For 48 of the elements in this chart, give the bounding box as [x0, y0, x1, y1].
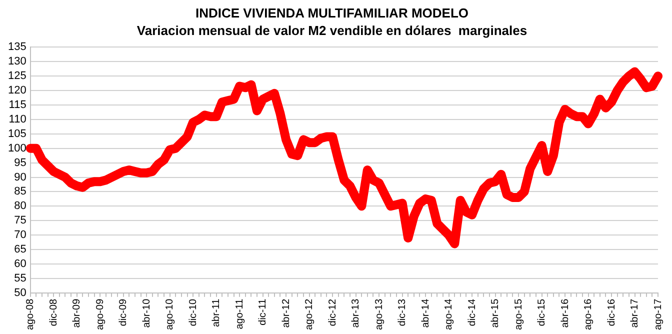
- x-tick-label: dic-16: [606, 298, 618, 326]
- x-tick-label: dic-12: [327, 298, 338, 326]
- chart-title: INDICE VIVIENDA MULTIFAMILIAR MODELO: [196, 5, 468, 20]
- y-tick-label: 65: [14, 244, 26, 256]
- x-tick-label: ago-10: [164, 298, 176, 330]
- y-tick-label: 135: [8, 41, 26, 54]
- x-tick-label: dic-10: [188, 298, 199, 326]
- y-tick-label: 95: [14, 156, 26, 169]
- x-tick-label: ago-09: [94, 298, 106, 330]
- y-tick-label: 55: [14, 272, 26, 284]
- x-tick-label: ago-13: [374, 298, 385, 330]
- chart-subtitle: Variacion mensual de valor M2 vendible en dólares marginales: [136, 22, 528, 38]
- y-tick-label: 85: [14, 186, 26, 198]
- y-tick-label: 130: [8, 56, 26, 68]
- x-tick-label: abr-14: [420, 298, 432, 328]
- y-tick-label: 50: [14, 286, 26, 299]
- y-tick-label: 75: [14, 214, 26, 227]
- x-tick-label: abr-12: [280, 298, 292, 328]
- x-tick-label: ago-17: [652, 298, 664, 330]
- x-tick-label: ago-08: [25, 298, 36, 330]
- y-tick-label: 70: [14, 229, 26, 242]
- x-tick-label: dic-11: [258, 298, 269, 326]
- x-tick-label: abr-15: [490, 298, 502, 328]
- x-tick-label: abr-16: [560, 298, 571, 328]
- x-tick-label: ago-14: [444, 298, 455, 330]
- y-tick-label: 125: [8, 70, 26, 82]
- x-tick-label: ago-16: [583, 298, 594, 330]
- y-tick-label: 115: [8, 99, 26, 112]
- x-tick-label: abr-13: [350, 298, 362, 328]
- x-tick-label: abr-10: [141, 298, 152, 328]
- x-tick-label: ago-12: [304, 298, 316, 330]
- y-tick-label: 60: [14, 258, 26, 270]
- x-tick-label: dic-08: [48, 298, 60, 326]
- x-tick-label: dic-13: [397, 298, 408, 326]
- x-tick-label: abr-17: [630, 298, 641, 328]
- y-tick-label: 105: [8, 128, 26, 140]
- y-tick-label: 110: [8, 113, 26, 126]
- y-tick-label: 90: [14, 171, 26, 184]
- y-tick-label: 120: [8, 84, 26, 97]
- x-tick-label: ago-15: [513, 298, 524, 330]
- x-tick-label: ago-11: [234, 298, 246, 330]
- y-tick-label: 100: [8, 142, 26, 154]
- x-tick-label: dic-09: [118, 298, 130, 326]
- x-tick-label: abr-09: [72, 298, 83, 328]
- x-tick-label: dic-14: [466, 298, 478, 326]
- x-tick-label: abr-11: [211, 298, 222, 328]
- x-tick-label: dic-15: [536, 298, 548, 326]
- y-tick-label: 80: [14, 200, 26, 212]
